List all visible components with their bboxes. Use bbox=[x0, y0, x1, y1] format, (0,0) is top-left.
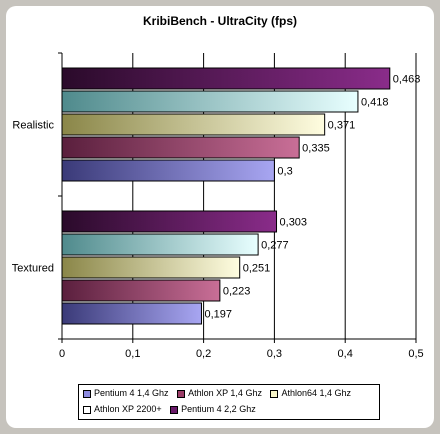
legend-swatch bbox=[177, 389, 186, 398]
x-tick-label: 0,5 bbox=[408, 348, 423, 360]
bar bbox=[61, 67, 391, 90]
category-label: Textured bbox=[12, 263, 54, 275]
bar bbox=[61, 136, 300, 159]
data-label: 0,303 bbox=[280, 217, 308, 229]
legend-swatch bbox=[170, 405, 179, 414]
legend-item: Pentium 4 2,2 Ghz bbox=[170, 404, 256, 414]
legend-row-2: Athlon XP 2200+ Pentium 4 2,2 Ghz bbox=[83, 404, 262, 414]
data-label: 0,197 bbox=[204, 309, 232, 321]
data-label: 0,223 bbox=[223, 286, 251, 298]
bar bbox=[61, 279, 221, 302]
bar bbox=[61, 210, 278, 233]
legend-label: Athlon XP 1,4 Ghz bbox=[188, 388, 262, 398]
legend-item: Athlon64 1,4 Ghz bbox=[270, 388, 351, 398]
data-label: 0,463 bbox=[393, 74, 421, 86]
legend-swatch bbox=[83, 405, 91, 414]
bar bbox=[61, 90, 359, 113]
data-label: 0,371 bbox=[328, 120, 356, 132]
legend-row-1: Pentium 4 1,4 Ghz Athlon XP 1,4 Ghz Athl… bbox=[83, 388, 357, 398]
legend-item: Athlon XP 1,4 Ghz bbox=[177, 388, 262, 398]
bar bbox=[61, 159, 275, 182]
legend-label: Athlon64 1,4 Ghz bbox=[281, 388, 352, 398]
data-label: 0,251 bbox=[243, 263, 271, 275]
data-label: 0,418 bbox=[361, 97, 389, 109]
legend-swatch bbox=[270, 389, 279, 398]
x-tick-label: 0,1 bbox=[125, 348, 140, 360]
bar bbox=[61, 302, 202, 325]
bar bbox=[61, 256, 241, 279]
legend-swatch bbox=[83, 389, 91, 398]
data-label: 0,3 bbox=[277, 166, 292, 178]
legend-item: Pentium 4 1,4 Ghz bbox=[83, 388, 169, 398]
legend-label: Pentium 4 2,2 Ghz bbox=[181, 404, 256, 414]
bar bbox=[61, 113, 326, 136]
category-label: Realistic bbox=[12, 120, 54, 132]
legend-label: Athlon XP 2200+ bbox=[94, 404, 162, 414]
data-label: 0,277 bbox=[261, 240, 289, 252]
chart-title: KribiBench - UltraCity (fps) bbox=[142, 14, 297, 28]
legend-label: Pentium 4 1,4 Ghz bbox=[94, 388, 169, 398]
data-label: 0,335 bbox=[302, 143, 330, 155]
x-tick-label: 0 bbox=[59, 348, 65, 360]
bar bbox=[61, 233, 259, 256]
legend-item: Athlon XP 2200+ bbox=[83, 404, 162, 414]
x-tick-label: 0,3 bbox=[267, 348, 282, 360]
x-tick-label: 0,4 bbox=[338, 348, 353, 360]
chart-legend: Pentium 4 1,4 Ghz Athlon XP 1,4 Ghz Athl… bbox=[78, 384, 380, 420]
x-tick-label: 0,2 bbox=[196, 348, 211, 360]
